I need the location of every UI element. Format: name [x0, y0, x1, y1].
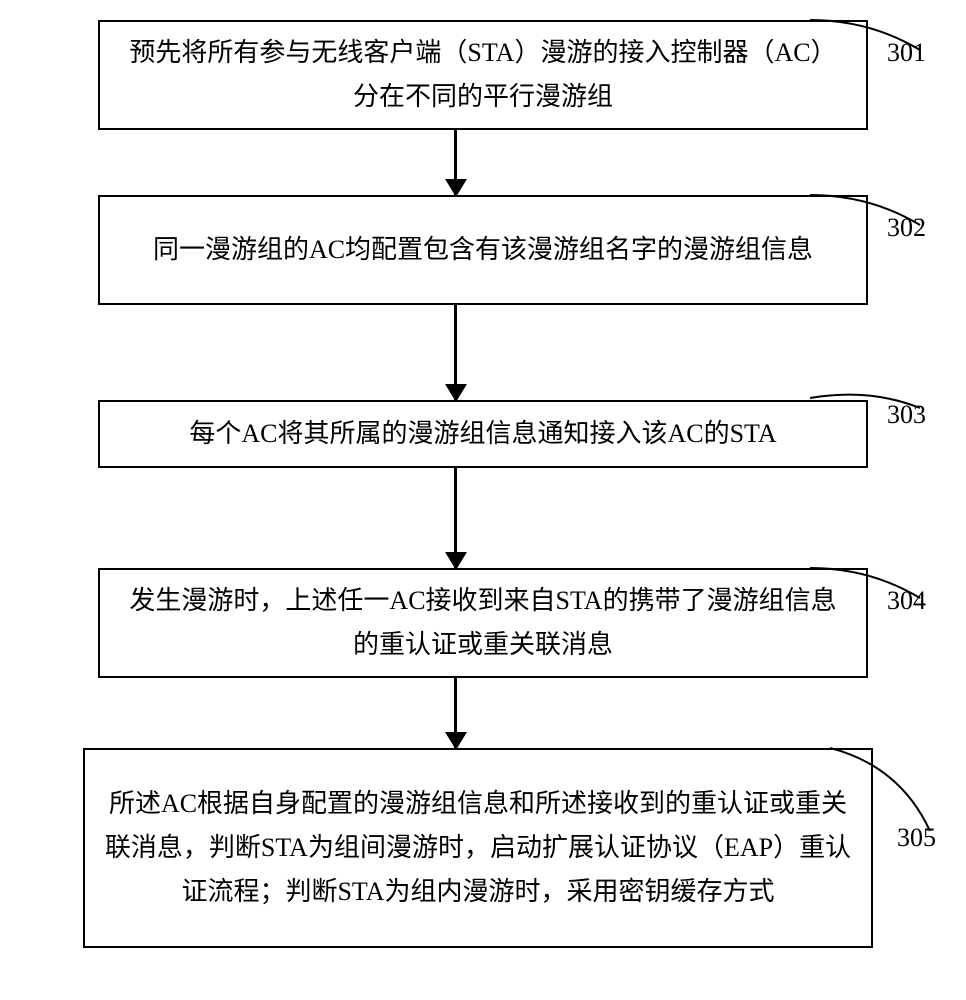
step-304-text: 发生漫游时，上述任一AC接收到来自STA的携带了漫游组信息的重认证或重关联消息 [118, 579, 848, 667]
step-302-text: 同一漫游组的AC均配置包含有该漫游组名字的漫游组信息 [153, 228, 813, 272]
flowchart-container: 预先将所有参与无线客户端（STA）漫游的接入控制器（AC）分在不同的平行漫游组 … [40, 20, 926, 948]
arrow-302-303 [40, 305, 926, 400]
arrow-304-305 [40, 678, 926, 748]
step-301-label: 301 [887, 38, 926, 68]
step-304-label: 304 [887, 586, 926, 616]
step-305-text: 所述AC根据自身配置的漫游组信息和所述接收到的重认证或重关联消息，判断STA为组… [103, 782, 853, 915]
arrow-303-304 [40, 468, 926, 568]
step-305-box: 所述AC根据自身配置的漫游组信息和所述接收到的重认证或重关联消息，判断STA为组… [83, 748, 873, 948]
step-304-box: 发生漫游时，上述任一AC接收到来自STA的携带了漫游组信息的重认证或重关联消息 [98, 568, 868, 678]
step-301-text: 预先将所有参与无线客户端（STA）漫游的接入控制器（AC）分在不同的平行漫游组 [118, 31, 848, 119]
arrow-301-302 [40, 130, 926, 195]
step-303-text: 每个AC将其所属的漫游组信息通知接入该AC的STA [189, 412, 776, 456]
step-302-wrap: 同一漫游组的AC均配置包含有该漫游组名字的漫游组信息 302 [40, 195, 926, 305]
step-301-box: 预先将所有参与无线客户端（STA）漫游的接入控制器（AC）分在不同的平行漫游组 [98, 20, 868, 130]
step-304-wrap: 发生漫游时，上述任一AC接收到来自STA的携带了漫游组信息的重认证或重关联消息 … [40, 568, 926, 678]
step-305-label: 305 [897, 823, 936, 853]
step-305-wrap: 所述AC根据自身配置的漫游组信息和所述接收到的重认证或重关联消息，判断STA为组… [40, 748, 926, 948]
step-302-box: 同一漫游组的AC均配置包含有该漫游组名字的漫游组信息 [98, 195, 868, 305]
step-301-wrap: 预先将所有参与无线客户端（STA）漫游的接入控制器（AC）分在不同的平行漫游组 … [40, 20, 926, 130]
step-303-box: 每个AC将其所属的漫游组信息通知接入该AC的STA [98, 400, 868, 468]
step-303-wrap: 每个AC将其所属的漫游组信息通知接入该AC的STA 303 [40, 400, 926, 468]
step-302-label: 302 [887, 213, 926, 243]
step-303-label: 303 [887, 400, 926, 430]
